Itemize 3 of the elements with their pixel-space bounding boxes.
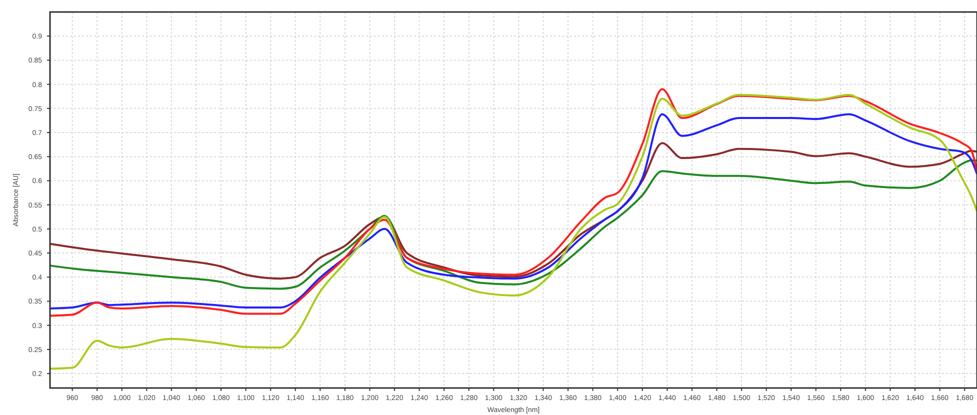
line-series: [49, 94, 977, 370]
line-series: [49, 159, 977, 290]
line-series: [49, 142, 977, 280]
